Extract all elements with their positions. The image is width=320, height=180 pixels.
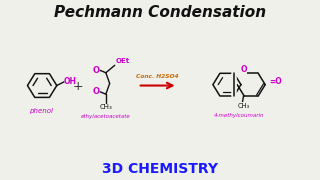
Text: ethylacetoacetate: ethylacetoacetate — [81, 114, 131, 118]
Text: O: O — [93, 66, 100, 75]
Text: Conc. H2SO4: Conc. H2SO4 — [136, 74, 179, 79]
Text: Pechmann Condensation: Pechmann Condensation — [54, 5, 266, 20]
Text: OH: OH — [64, 77, 77, 86]
Text: CH₃: CH₃ — [100, 104, 112, 110]
Text: O: O — [93, 87, 100, 96]
Text: =O: =O — [269, 77, 282, 86]
Text: CH₃: CH₃ — [237, 103, 249, 109]
Text: 3D CHEMISTRY: 3D CHEMISTRY — [102, 162, 218, 176]
Text: 4-methylcoumarin: 4-methylcoumarin — [214, 113, 264, 118]
Text: OEt: OEt — [116, 58, 130, 64]
Text: phenol: phenol — [28, 108, 52, 114]
Text: +: + — [73, 80, 83, 93]
Text: O: O — [241, 65, 247, 74]
